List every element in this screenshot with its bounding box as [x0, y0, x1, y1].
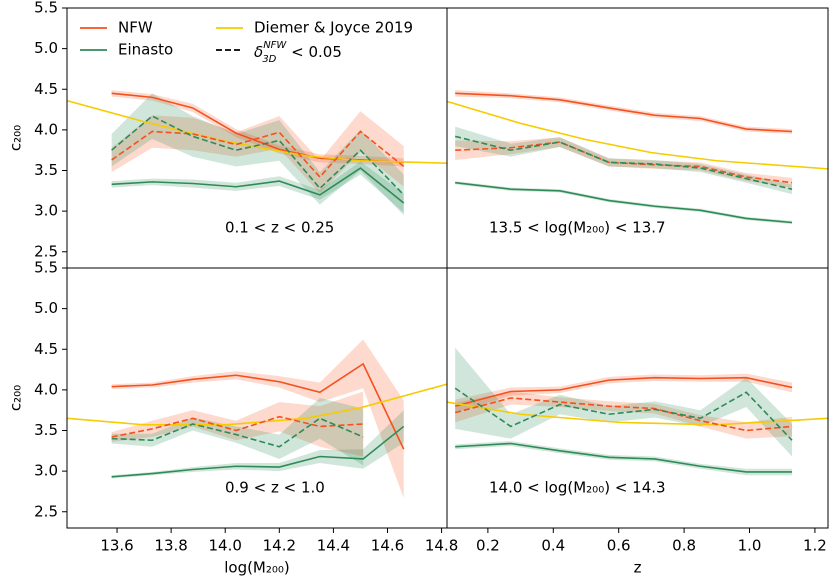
line [67, 99, 447, 164]
error-band [111, 410, 404, 479]
x-tick-label: 14.6 [371, 537, 404, 555]
line [455, 442, 793, 473]
panel [67, 339, 447, 498]
x-tick-label: 0.6 [607, 537, 631, 555]
x-tick-label: 14.2 [263, 537, 296, 555]
y-tick-label: 5.5 [34, 0, 58, 17]
x-tick-label: 14.4 [317, 537, 350, 555]
line [454, 376, 793, 407]
y-tick-label: 5.5 [34, 259, 58, 277]
annotation: 0.9 < z < 1.0 [225, 479, 325, 497]
y-tick-label: 3.0 [34, 462, 58, 480]
y-tick-label: 2.5 [34, 242, 58, 260]
x-tick-label: 0.8 [672, 537, 696, 555]
error-band [455, 90, 793, 134]
x-tick-label: 1.2 [803, 537, 827, 555]
x-tick-label: 13.8 [154, 537, 187, 555]
x-axis-label: z [634, 559, 642, 577]
annotation: 0.1 < z < 0.25 [225, 219, 334, 237]
error-band [455, 347, 793, 457]
error-band [455, 391, 793, 439]
legend-label: NFW [118, 19, 153, 37]
y-tick-label: 5.0 [34, 299, 58, 317]
y-tick-label: 2.5 [34, 502, 58, 520]
error-band [455, 373, 793, 413]
y-tick-label: 3.5 [34, 421, 58, 439]
legend-tail: < 0.05 [286, 43, 342, 61]
x-tick-label: 1.0 [738, 537, 762, 555]
line [447, 401, 828, 426]
dashed-line [454, 387, 793, 441]
y-tick-label: 3.5 [34, 161, 58, 179]
y-axis-label: c₂₀₀ [7, 125, 25, 151]
axes-frame [446, 267, 829, 529]
y-tick-label: 4.5 [34, 80, 58, 98]
legend-symbol: δ [254, 43, 263, 61]
line [455, 92, 793, 133]
y-tick-label: 5.0 [34, 39, 58, 57]
line [111, 425, 405, 478]
dashed-line [111, 417, 364, 448]
legend-sup: NFW [263, 40, 287, 51]
line [447, 100, 828, 170]
line [111, 167, 405, 204]
panel [67, 90, 447, 216]
error-band [111, 93, 404, 216]
y-tick-label: 4.5 [34, 340, 58, 358]
y-axis-label: c₂₀₀ [7, 385, 25, 411]
annotation: 14.0 < log(M₂₀₀) < 14.3 [489, 479, 666, 497]
legend-label: Einasto [118, 41, 173, 59]
error-band [111, 339, 404, 498]
legend-sub: 3D [262, 54, 276, 65]
panel [447, 90, 828, 225]
x-tick-label: 0.2 [476, 537, 500, 555]
dashed-line [111, 130, 405, 179]
dashed-line [454, 135, 793, 190]
x-tick-label: 13.6 [100, 537, 133, 555]
error-band [111, 161, 404, 213]
x-axis-label: log(M₂₀₀) [224, 559, 290, 577]
dashed-line [454, 397, 793, 432]
y-tick-label: 4.0 [34, 120, 58, 138]
line [67, 383, 447, 426]
error-band [111, 398, 364, 466]
error-band [111, 90, 404, 167]
error-band [455, 126, 793, 195]
y-tick-label: 4.0 [34, 380, 58, 398]
legend-label: Diemer & Joyce 2019 [254, 19, 413, 37]
panel [447, 347, 828, 476]
x-tick-label: 14.8 [425, 537, 458, 555]
line [455, 181, 793, 224]
x-tick-label: 14.0 [209, 537, 242, 555]
legend-label: δNFW 3D < 0.05 [254, 40, 342, 65]
x-tick-label: 0.4 [541, 537, 565, 555]
dashed-line [111, 415, 364, 438]
y-tick-label: 3.0 [34, 202, 58, 220]
annotation: 13.5 < log(M₂₀₀) < 13.7 [489, 219, 666, 237]
dashed-line [111, 115, 405, 196]
line [111, 362, 405, 450]
